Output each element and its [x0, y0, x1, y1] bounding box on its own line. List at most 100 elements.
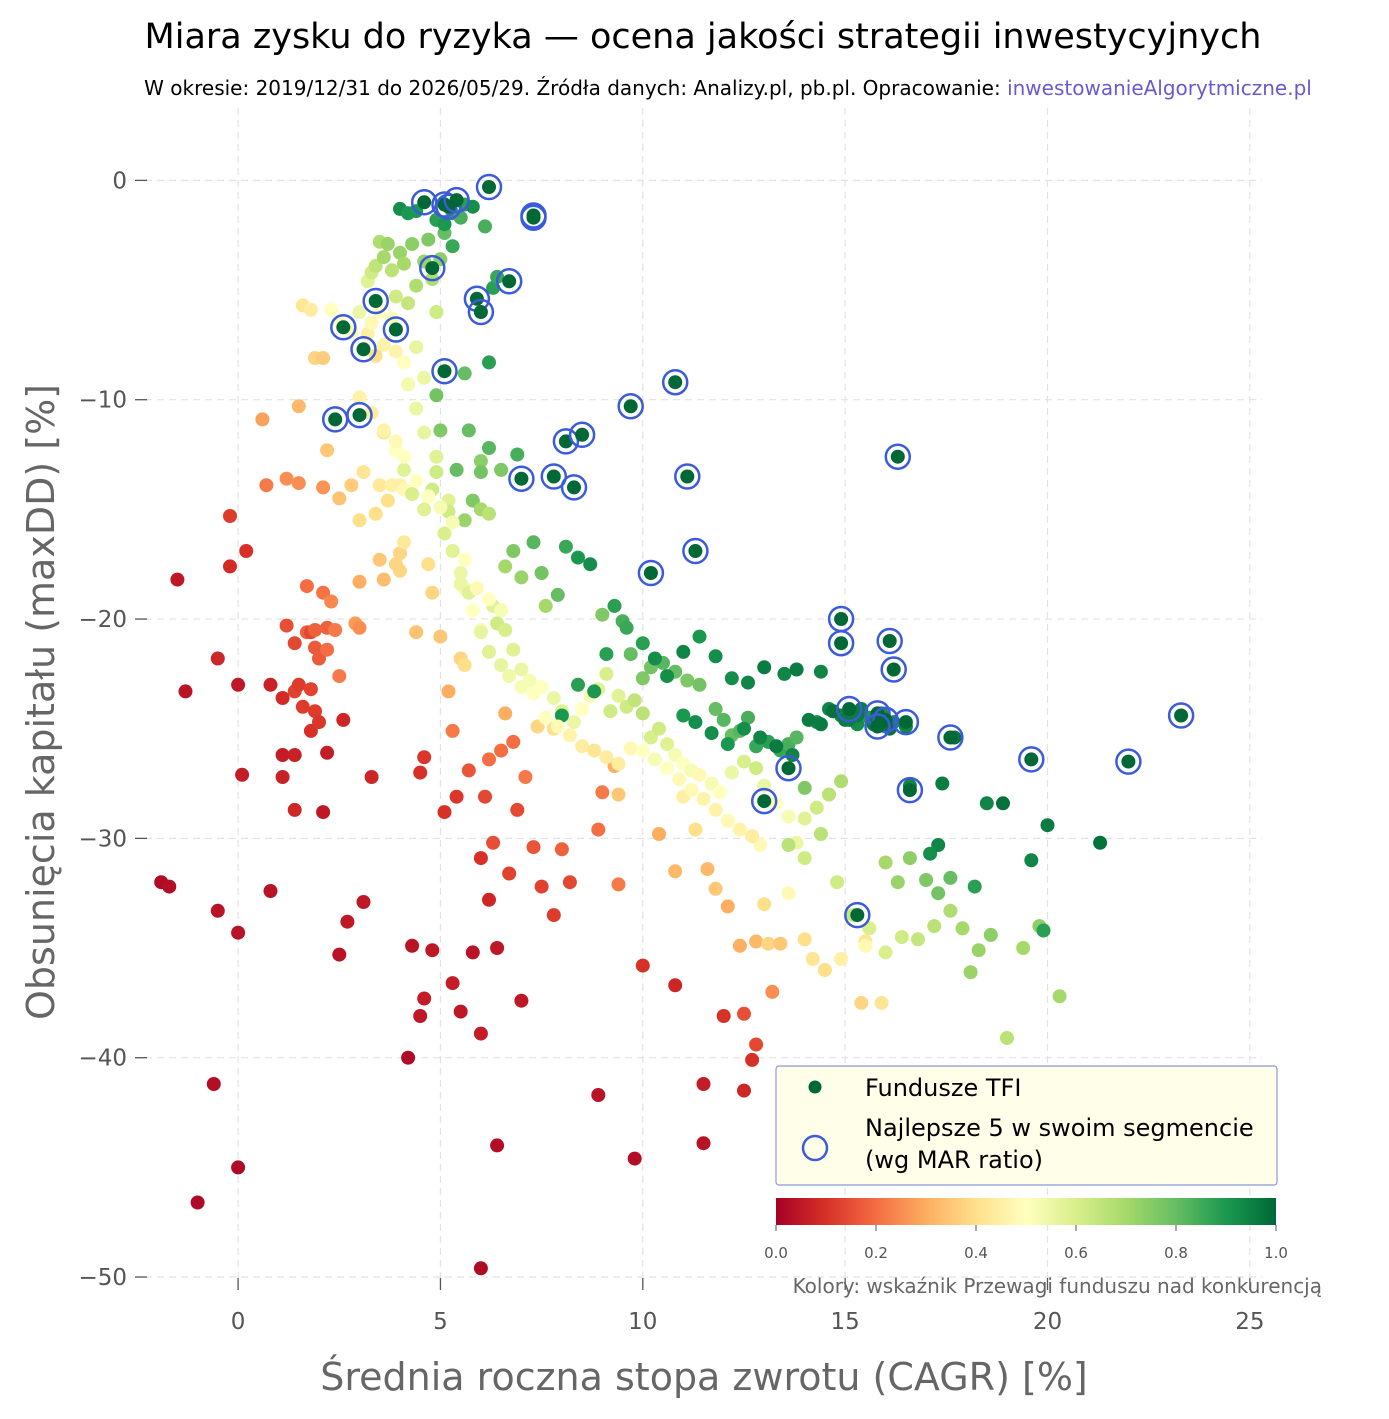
- top5-point: [575, 427, 590, 442]
- fund-point: [724, 765, 739, 780]
- fund-point: [482, 752, 496, 767]
- top5-ring: [346, 401, 373, 429]
- fund-point: [316, 351, 331, 365]
- fund-point: [465, 945, 480, 960]
- top5-ring: [350, 336, 377, 363]
- top5-point: [898, 715, 913, 730]
- fund-point: [384, 263, 399, 278]
- fund-point: [623, 647, 638, 662]
- top5-point: [886, 662, 901, 677]
- top5-point: [368, 294, 383, 308]
- x-tick-label: 5: [433, 1309, 448, 1335]
- fund-point: [878, 855, 893, 870]
- fund-point: [716, 1009, 731, 1023]
- x-tick-label: 25: [1235, 1309, 1264, 1335]
- fund-point: [308, 704, 322, 719]
- top5-point: [336, 320, 351, 335]
- fund-point: [732, 822, 747, 837]
- legend-label-top5-line1: Najlepsze 5 w swoim segmencie: [865, 1114, 1254, 1142]
- fund-point: [275, 691, 290, 705]
- fund-point: [372, 478, 387, 493]
- fund-point: [741, 675, 755, 690]
- fund-point: [919, 873, 934, 887]
- fund-point: [405, 938, 420, 953]
- top5-ring: [552, 428, 580, 455]
- fund-point: [287, 636, 302, 651]
- fund-point: [595, 607, 610, 622]
- colorbar-tick-label: 0.0: [764, 1244, 788, 1262]
- fund-point: [473, 1026, 488, 1041]
- fund-point: [449, 462, 464, 477]
- fund-point: [457, 552, 472, 567]
- fund-point: [1000, 1031, 1014, 1045]
- fund-point: [465, 493, 480, 508]
- fund-point: [510, 447, 525, 462]
- fund-point: [210, 651, 225, 666]
- fund-point: [749, 934, 764, 949]
- fund-point: [704, 726, 719, 741]
- fund-point: [708, 881, 723, 896]
- legend: Fundusze TFI Najlepsze 5 w swoim segmenc…: [775, 1065, 1278, 1186]
- fund-point: [571, 550, 585, 565]
- fund-point: [635, 958, 650, 973]
- colorbar-tick-label: 0.8: [1164, 1244, 1188, 1262]
- fund-point: [890, 875, 905, 890]
- top5-rings: [321, 173, 1195, 929]
- fund-point: [874, 995, 889, 1010]
- fund-point: [170, 572, 185, 587]
- fund-point: [486, 835, 501, 850]
- fund-point: [445, 239, 460, 254]
- fund-point: [397, 462, 411, 477]
- fund-point: [287, 802, 302, 817]
- fund-point: [303, 723, 318, 738]
- fund-point: [421, 489, 436, 504]
- top5-point: [842, 702, 857, 716]
- top5-ring: [892, 708, 920, 736]
- fund-point: [902, 851, 917, 866]
- fund-point: [340, 914, 355, 929]
- fund-point: [955, 921, 970, 936]
- fund-point: [372, 552, 387, 567]
- fund-point: [405, 237, 420, 251]
- top5-point: [623, 399, 638, 414]
- fund-point: [417, 502, 432, 517]
- fund-point: [482, 506, 496, 521]
- fund-point: [627, 1151, 642, 1166]
- y-axis-label: Obsunięcia kapitału (maxDD) [%]: [19, 384, 63, 1020]
- fund-point: [797, 811, 812, 826]
- fund-point: [676, 708, 691, 723]
- fund-point: [538, 710, 553, 725]
- fund-point: [797, 851, 812, 866]
- fund-point: [364, 315, 379, 330]
- top5-ring: [682, 537, 709, 565]
- fund-point: [457, 366, 472, 381]
- x-axis-label: Średnia roczna stopa zwrotu (CAGR) [%]: [320, 1355, 1088, 1399]
- subtitle-link[interactable]: inwestowanieAlgorytmiczne.pl: [1007, 76, 1312, 100]
- fund-point: [287, 748, 302, 762]
- top5-point: [668, 375, 683, 390]
- fund-point: [894, 930, 909, 945]
- fund-point: [704, 776, 719, 791]
- fund-point: [607, 598, 622, 613]
- fund-point: [526, 686, 541, 701]
- fund-point: [979, 796, 994, 811]
- top5-ring: [1167, 702, 1195, 729]
- data-points: [154, 197, 1108, 1276]
- fund-point: [376, 337, 391, 352]
- fund-point: [668, 864, 683, 879]
- fund-point: [364, 770, 379, 784]
- fund-point: [813, 717, 828, 732]
- fund-point: [299, 579, 314, 594]
- fund-point: [457, 513, 472, 528]
- fund-point: [797, 780, 812, 795]
- fund-point: [696, 1077, 711, 1091]
- top5-point: [425, 261, 440, 276]
- x-tick-label: 20: [1033, 1309, 1062, 1335]
- fund-point: [745, 1052, 760, 1067]
- fund-point: [332, 669, 347, 684]
- fund-point: [834, 952, 849, 966]
- fund-point: [393, 546, 407, 561]
- top5-ring: [661, 368, 689, 396]
- fund-point: [716, 712, 731, 727]
- fund-point: [275, 748, 290, 762]
